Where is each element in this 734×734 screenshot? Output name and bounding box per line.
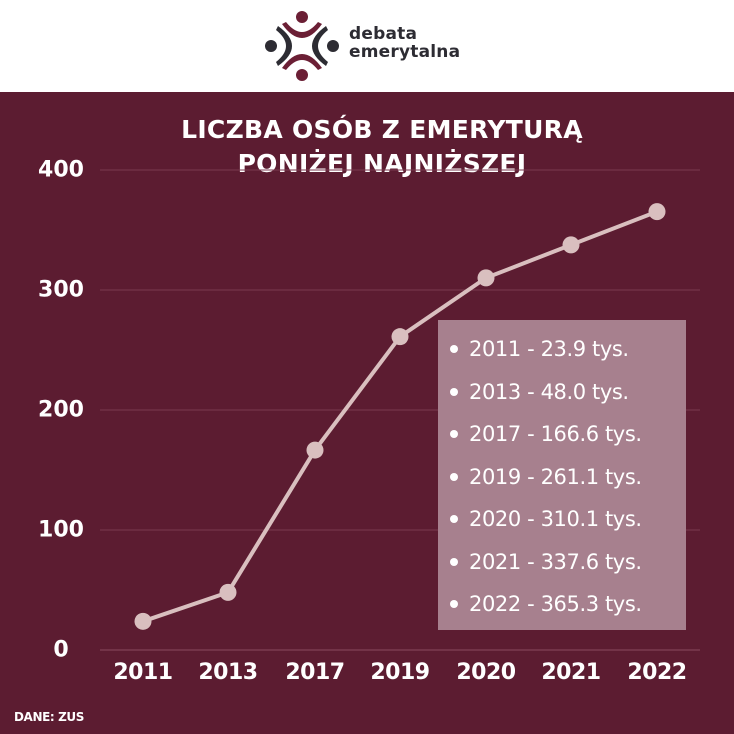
legend-item-label: 2017 - 166.6 tys.	[469, 422, 642, 447]
y-tick-label: 100	[38, 517, 84, 543]
bullet-icon	[450, 430, 458, 439]
x-tick-label: 2020	[456, 660, 516, 685]
x-tick-label: 2011	[113, 660, 173, 685]
x-tick-label: 2019	[370, 660, 430, 685]
legend-item-label: 2013 - 48.0 tys.	[469, 379, 629, 404]
data-point	[391, 328, 409, 346]
legend-item-label: 2019 - 261.1 tys.	[469, 464, 642, 489]
legend-item-label: 2011 - 23.9 tys.	[469, 337, 629, 362]
x-tick-label: 2022	[627, 660, 687, 685]
debata-emerytalna-logo-icon	[265, 11, 339, 81]
x-tick-label: 2021	[541, 660, 601, 685]
brand-line-2: emerytalna	[349, 42, 461, 62]
x-tick-label: 2017	[285, 660, 345, 685]
data-point	[134, 612, 152, 630]
bullet-icon	[450, 600, 458, 609]
bullet-icon	[450, 472, 458, 481]
bullet-icon	[450, 515, 458, 524]
y-tick-label: 300	[38, 277, 84, 303]
data-point	[306, 441, 324, 459]
legend-item: 2017 - 166.6 tys.	[450, 413, 686, 456]
y-tick-label: 400	[38, 157, 84, 183]
legend-item: 2022 - 365.3 tys.	[450, 583, 686, 626]
chart-title-line-2: PONIŻEJ NAJNIŻSZEJ	[237, 149, 527, 178]
brand-line-1: debata	[349, 24, 418, 44]
bullet-icon	[450, 345, 458, 354]
chart-title: LICZBA OSÓB Z EMERYTURĄ PONIŻEJ NAJNIŻSZ…	[0, 113, 734, 181]
x-tick-label: 2013	[198, 660, 258, 685]
data-source: DANE: ZUS	[14, 710, 84, 724]
y-tick-label: 200	[38, 397, 84, 423]
legend-item: 2013 - 48.0 tys.	[450, 371, 686, 414]
legend-item-label: 2020 - 310.1 tys.	[469, 507, 642, 532]
bullet-icon	[450, 557, 458, 566]
data-point	[477, 269, 495, 287]
brand-name: debata emerytalna	[349, 25, 460, 61]
data-points	[134, 203, 666, 630]
legend-item-label: 2021 - 337.6 tys.	[469, 549, 642, 574]
legend-item: 2011 - 23.9 tys.	[450, 328, 686, 371]
chart-title-line-1: LICZBA OSÓB Z EMERYTURĄ	[181, 115, 583, 144]
y-tick-label: 0	[53, 637, 69, 663]
legend-item: 2019 - 261.1 tys.	[450, 456, 686, 499]
data-point	[648, 203, 666, 221]
bullet-icon	[450, 387, 458, 396]
legend-item: 2021 - 337.6 tys.	[450, 541, 686, 584]
header: debata emerytalna	[0, 0, 734, 92]
data-point	[219, 583, 237, 601]
legend-item-label: 2022 - 365.3 tys.	[469, 592, 642, 617]
legend-box: 2011 - 23.9 tys. 2013 - 48.0 tys. 2017 -…	[438, 320, 686, 630]
legend-item: 2020 - 310.1 tys.	[450, 498, 686, 541]
data-point	[562, 236, 580, 254]
